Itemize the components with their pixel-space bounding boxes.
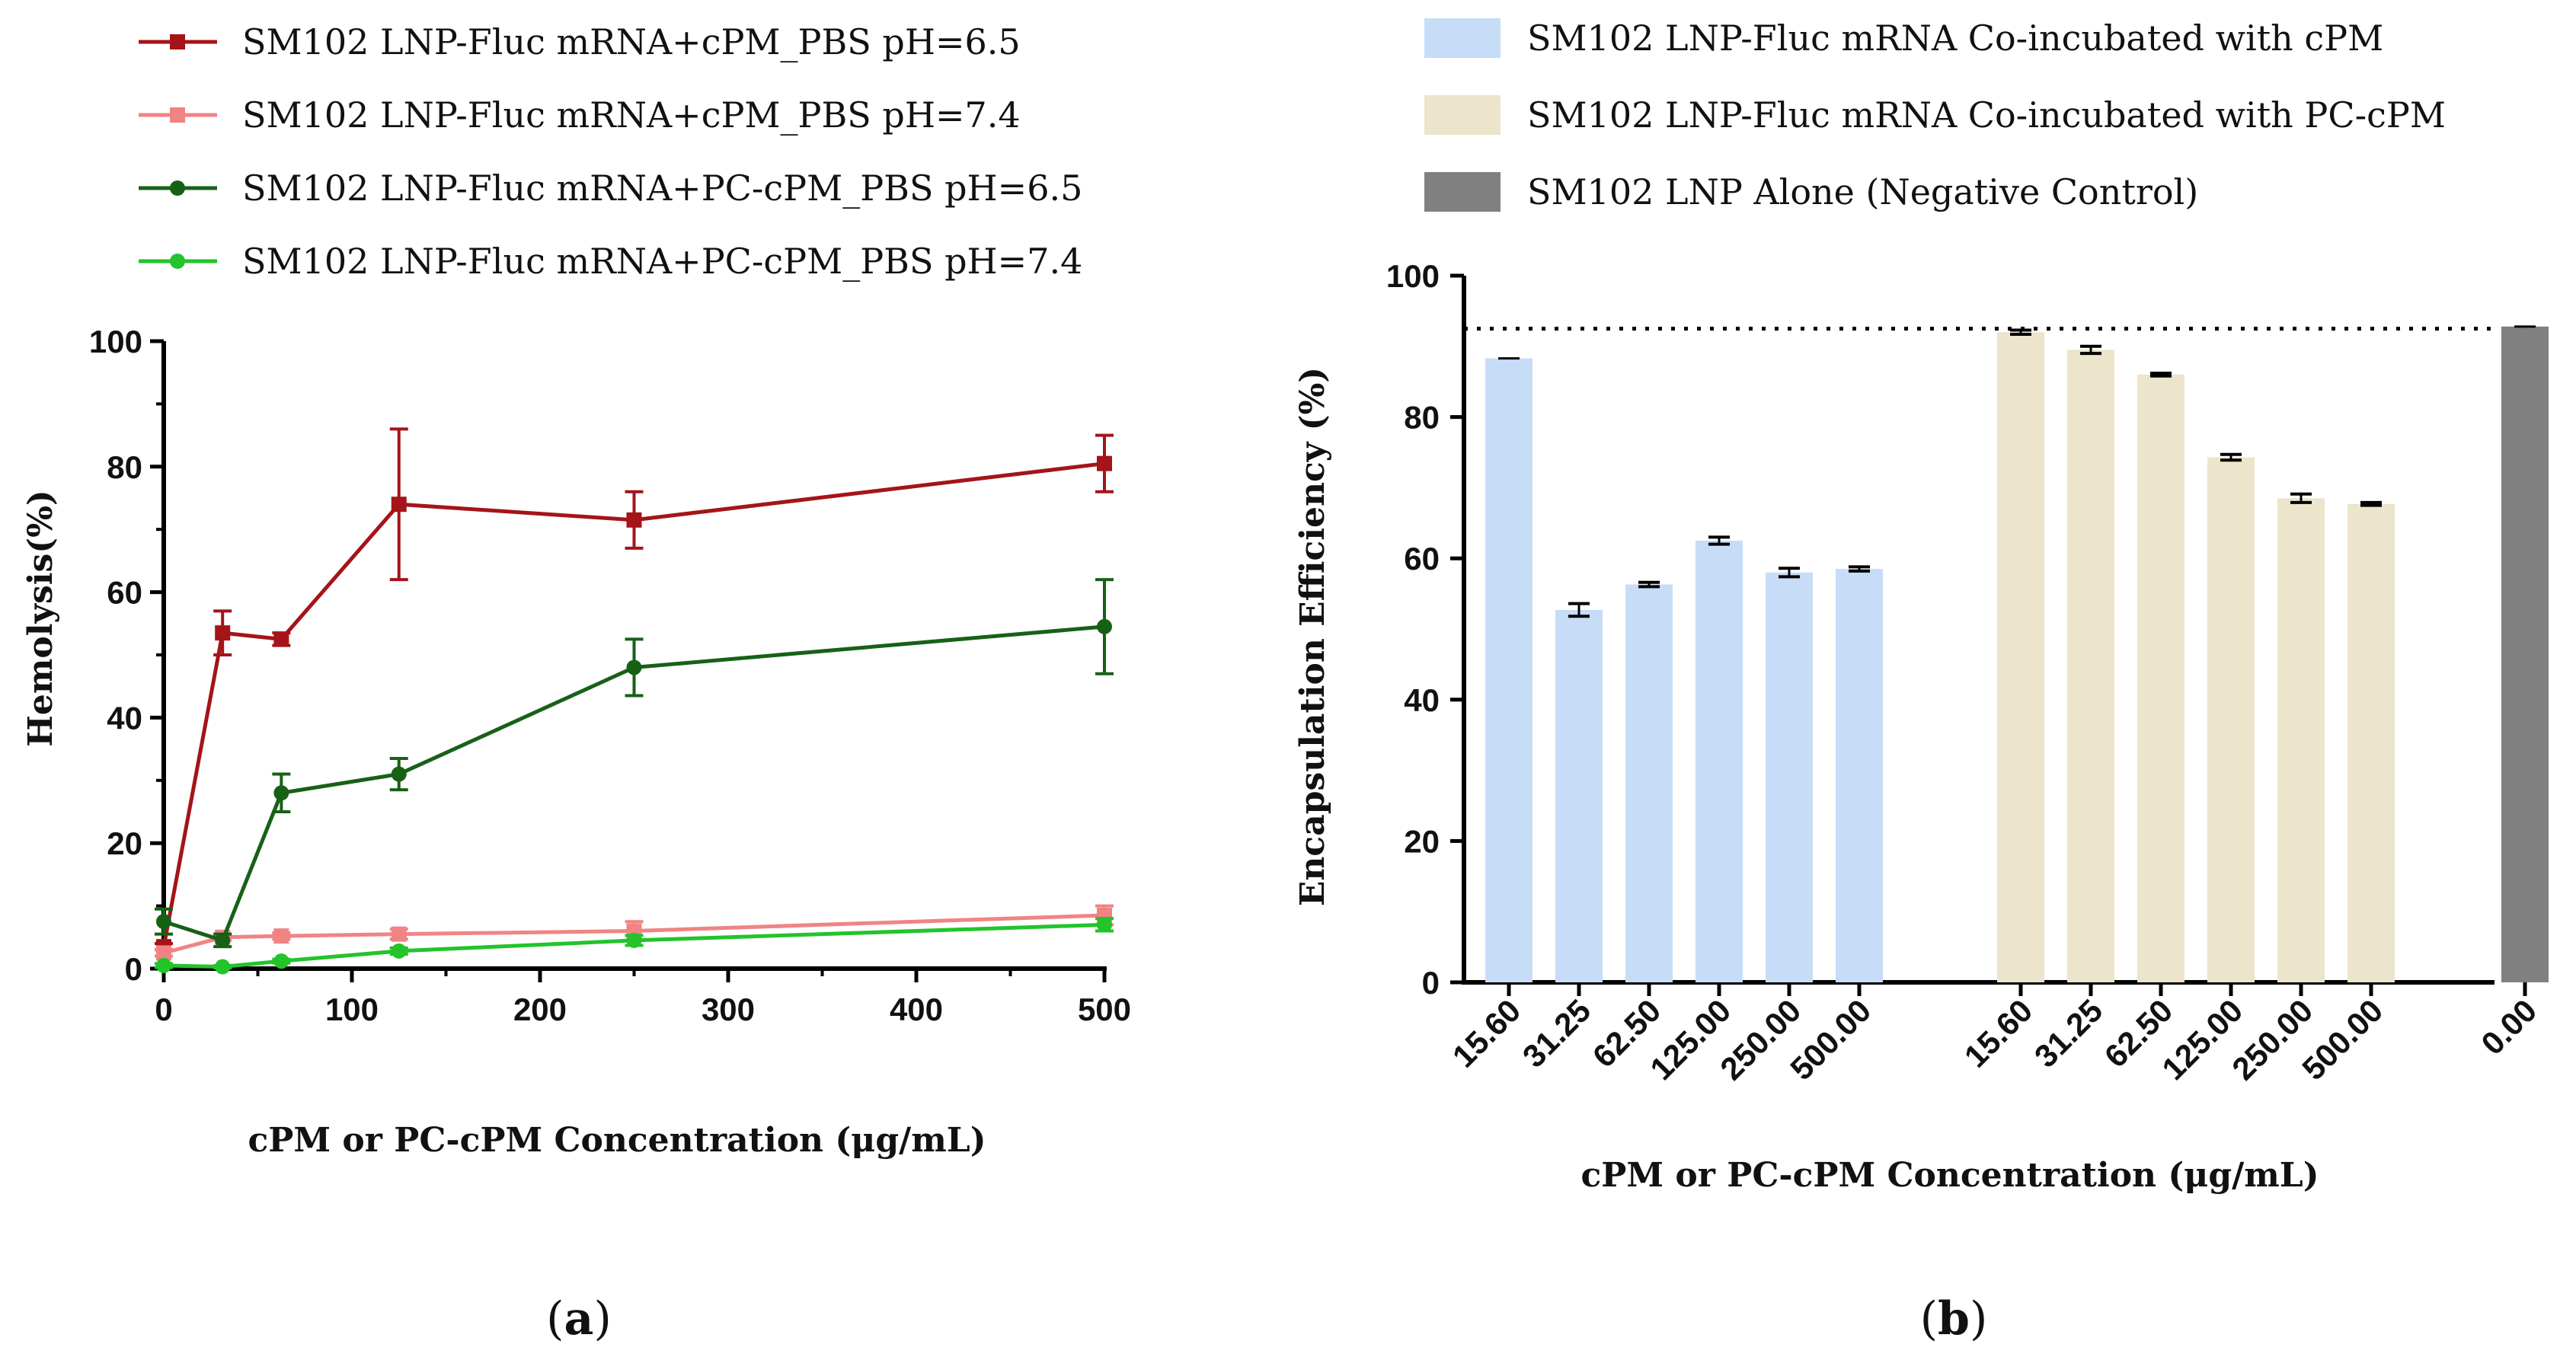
data-point-2-2 [273, 785, 289, 801]
series-2 [155, 578, 1114, 949]
panel-a-label: (a) [546, 1292, 612, 1346]
legend-label-0: SM102 LNP-Fluc mRNA+cPM_PBS pH=6.5 [242, 21, 1021, 62]
x-tick-label-1: 100 [325, 991, 379, 1027]
legend-swatch-2 [1424, 172, 1501, 212]
y-tick-label-4: 80 [1404, 400, 1440, 436]
y-tick-label-0: 0 [1422, 965, 1440, 1001]
data-point-2-3 [391, 766, 407, 782]
data-point-3-4 [626, 932, 642, 948]
data-point-2-4 [626, 659, 642, 675]
bar-1-4 [2277, 498, 2325, 982]
hemolysis-axes: 0 20 40 60 80 100 0 100 200 300 400 500 [89, 324, 1131, 1027]
bar-1-5 [2347, 503, 2395, 982]
bar-0-4 [1766, 572, 1813, 982]
hemolysis-line-chart: SM102 LNP-Fluc mRNA+cPM_PBS pH=6.5 SM102 … [21, 21, 1131, 1346]
bar-0-0 [1485, 358, 1532, 982]
x-tick-label-1-0: 15.60 [1958, 992, 2040, 1074]
y-tick-label-1: 20 [107, 825, 142, 861]
encapsulation-legend: SM102 LNP-Fluc mRNA Co-incubated with cP… [1424, 18, 2446, 212]
legend-label-2: SM102 LNP-Fluc mRNA+PC-cPM_PBS pH=6.5 [242, 168, 1082, 209]
bar-1-2 [2137, 374, 2184, 982]
x-tick-label-1-5: 500.00 [2295, 992, 2389, 1087]
y-tick-label-3: 60 [107, 575, 142, 611]
series-line-3 [163, 922, 1105, 969]
data-point-1-3 [391, 926, 407, 942]
y-tick-label-1: 20 [1404, 823, 1440, 859]
data-point-0-3 [391, 497, 407, 512]
legend-marker-3 [170, 254, 185, 269]
bar-2-0 [2501, 326, 2549, 982]
data-point-3-2 [273, 953, 289, 969]
y-tick-label-2: 40 [107, 700, 142, 736]
y-tick-label-5: 100 [1386, 258, 1440, 294]
series-line-2 [163, 624, 1105, 944]
legend-label-3: SM102 LNP-Fluc mRNA+PC-cPM_PBS pH=7.4 [242, 241, 1082, 282]
x-tick-label-2-0: 0.00 [2474, 992, 2543, 1062]
legend-marker-2 [170, 180, 185, 196]
y-tick-label-2: 40 [1404, 682, 1440, 718]
series-line-1 [163, 913, 1105, 955]
legend-swatch-1 [1424, 95, 1501, 135]
x-tick-label-0: 0 [155, 991, 172, 1027]
data-point-1-2 [273, 928, 289, 944]
bar-0-1 [1555, 609, 1603, 982]
legend-marker-1 [170, 107, 185, 123]
legend-marker-0 [170, 34, 185, 49]
x-tick-label-2: 200 [513, 991, 567, 1027]
data-point-0-4 [626, 512, 642, 528]
panel-b-label: (b) [1920, 1292, 1988, 1346]
encapsulation-y-axis-label: Encapsulation Efficiency (%) [1293, 367, 1332, 906]
x-tick-label-4: 400 [890, 991, 943, 1027]
data-point-2-1 [215, 932, 231, 948]
data-point-3-0 [156, 957, 171, 973]
data-point-2-0 [156, 914, 171, 930]
y-tick-label-4: 80 [107, 449, 142, 485]
x-tick-label-1-1: 31.25 [2028, 992, 2110, 1074]
bar-0-3 [1695, 541, 1743, 982]
x-tick-label-0-5: 500.00 [1783, 992, 1878, 1087]
y-tick-label-3: 60 [1404, 541, 1440, 576]
data-point-0-2 [273, 631, 289, 647]
legend-label-1: SM102 LNP-Fluc mRNA+cPM_PBS pH=7.4 [242, 94, 1021, 136]
x-tick-label-3: 300 [702, 991, 755, 1027]
x-tick-label-5: 500 [1078, 991, 1131, 1027]
hemolysis-x-axis-label: cPM or PC-cPM Concentration (μg/mL) [248, 1121, 986, 1160]
series-line-0 [161, 461, 1105, 947]
y-tick-label-5: 100 [89, 324, 142, 359]
bar-1-1 [2067, 350, 2114, 982]
data-point-3-5 [1097, 917, 1112, 933]
legend-label-2: SM102 LNP Alone (Negative Control) [1527, 171, 2198, 212]
data-point-0-1 [215, 625, 231, 641]
series-0 [155, 427, 1114, 955]
hemolysis-legend: SM102 LNP-Fluc mRNA+cPM_PBS pH=6.5 SM102 … [139, 21, 1082, 282]
bar-1-3 [2207, 457, 2255, 982]
data-point-3-3 [391, 943, 407, 959]
data-point-2-5 [1097, 618, 1112, 634]
legend-label-0: SM102 LNP-Fluc mRNA Co-incubated with cP… [1527, 18, 2383, 59]
legend-swatch-0 [1424, 18, 1501, 58]
data-point-3-1 [215, 959, 231, 975]
encapsulation-x-axis-label: cPM or PC-cPM Concentration (μg/mL) [1580, 1156, 2319, 1195]
x-tick-label-0-1: 31.25 [1516, 992, 1598, 1074]
data-point-1-0 [156, 945, 171, 961]
bar-1-0 [1997, 332, 2044, 982]
data-point-0-5 [1097, 455, 1112, 471]
y-tick-label-0: 0 [125, 951, 142, 987]
hemolysis-y-axis-label: Hemolysis(%) [21, 490, 60, 746]
series-3 [155, 917, 1114, 975]
bar-group-2: 0.00 [2474, 325, 2549, 1062]
legend-label-1: SM102 LNP-Fluc mRNA Co-incubated with PC… [1527, 94, 2446, 136]
encapsulation-axes: 0 20 40 60 80 100 [1386, 258, 2495, 1001]
bar-0-5 [1836, 569, 1883, 982]
hemolysis-series [155, 427, 1114, 975]
x-tick-label-0-0: 15.60 [1446, 992, 1528, 1074]
encapsulation-bar-chart: SM102 LNP-Fluc mRNA Co-incubated with cP… [1293, 18, 2549, 1346]
bar-0-2 [1625, 584, 1673, 982]
